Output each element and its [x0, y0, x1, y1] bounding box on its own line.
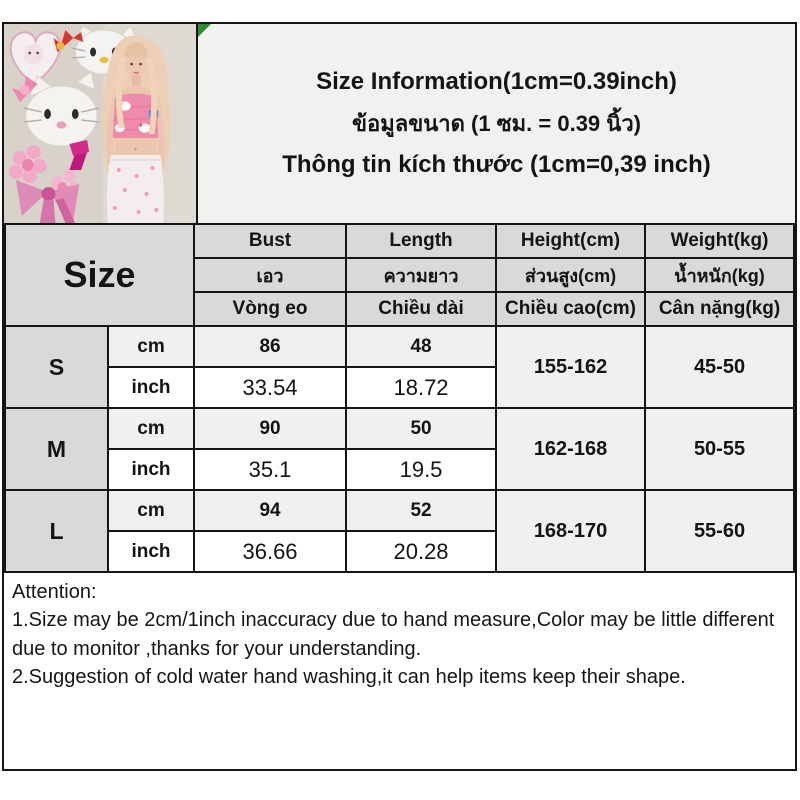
attention-item-1: 1.Size may be 2cm/1inch inaccuracy due t… [12, 609, 775, 660]
header-weight-th: น้ำหนัก(kg) [644, 257, 796, 293]
header-length-vi: Chiều dài [345, 291, 498, 327]
m-weight-range: 50-55 [644, 407, 796, 491]
s-weight-range: 45-50 [644, 325, 796, 409]
s-length-inch: 18.72 [345, 366, 498, 409]
unit-cm-s: cm [106, 325, 196, 368]
m-bust-inch: 35.1 [193, 448, 348, 491]
unit-cm-l: cm [106, 489, 196, 532]
m-bust-cm: 90 [193, 407, 348, 450]
table-row-l-cm: L cm 94 52 168-170 55-60 [4, 489, 796, 573]
size-label-s: S [4, 325, 109, 409]
table-row-s-inch: inch 33.54 18.72 [5, 366, 794, 409]
l-length-cm: 52 [345, 489, 498, 532]
size-label-m: M [4, 407, 109, 491]
unit-inch-l: inch [106, 530, 196, 573]
header-row-thai: เอว ความยาว ส่วนสูง(cm) น้ำหนัก(kg) [5, 257, 796, 293]
table-row-l-inch: inch 36.66 20.28 [5, 530, 794, 573]
attention-item-2: 2.Suggestion of cold water hand washing,… [12, 666, 686, 689]
size-label-l: L [4, 489, 109, 573]
title-thai: ข้อมูลขนาด (1 ซม. = 0.39 นิ้ว) [351, 111, 641, 136]
s-bust-inch: 33.54 [193, 366, 348, 409]
header-height-en: Height(cm) [495, 223, 647, 259]
unit-cm-m: cm [106, 407, 196, 450]
header-bust-th: เอว [193, 257, 348, 293]
header-bust-en: Bust [193, 223, 348, 259]
title-cell: Size Information(1cm=0.39inch) ข้อมูลขนา… [198, 24, 795, 223]
product-photo-illustration [4, 24, 196, 223]
m-length-cm: 50 [345, 407, 498, 450]
s-bust-cm: 86 [193, 325, 348, 368]
cell-corner-marker-icon [198, 24, 211, 37]
size-info-board: Size Information(1cm=0.39inch) ข้อมูลขนา… [2, 22, 797, 771]
header-row-vietnamese: Vòng eo Chiều dài Chiều cao(cm) Cân nặng… [5, 291, 796, 327]
header-height-th: ส่วนสูง(cm) [495, 257, 647, 293]
title-english: Size Information(1cm=0.39inch) [316, 68, 677, 95]
top-row: Size Information(1cm=0.39inch) ข้อมูลขนา… [4, 24, 795, 223]
l-weight-range: 55-60 [644, 489, 796, 573]
header-bust-vi: Vòng eo [193, 291, 348, 327]
header-length-en: Length [345, 223, 498, 259]
header-height-vi: Chiều cao(cm) [495, 291, 647, 327]
title-vietnamese: Thông tin kích thước (1cm=0,39 inch) [282, 151, 711, 178]
attention-note: Attention: 1.Size may be 2cm/1inch inacc… [4, 573, 795, 769]
header-row-english: Size Bust Length Height(cm) Weight(kg) [3, 223, 796, 327]
table-row-s-cm: S cm 86 48 155-162 45-50 [4, 325, 796, 409]
l-bust-cm: 94 [193, 489, 348, 532]
l-bust-inch: 36.66 [193, 530, 348, 573]
size-header-cell: Size [3, 223, 196, 327]
unit-inch-s: inch [106, 366, 196, 409]
table-row-m-inch: inch 35.1 19.5 [5, 448, 794, 491]
product-photo [4, 24, 198, 223]
m-height-range: 162-168 [495, 407, 647, 491]
table-row-m-cm: M cm 90 50 162-168 50-55 [4, 407, 796, 491]
s-length-cm: 48 [345, 325, 498, 368]
l-length-inch: 20.28 [345, 530, 498, 573]
header-weight-en: Weight(kg) [644, 223, 796, 259]
size-table: Size Bust Length Height(cm) Weight(kg) เ… [3, 223, 796, 573]
s-height-range: 155-162 [495, 325, 647, 409]
header-length-th: ความยาว [345, 257, 498, 293]
header-weight-vi: Cân nặng(kg) [644, 291, 796, 327]
unit-inch-m: inch [106, 448, 196, 491]
l-height-range: 168-170 [495, 489, 647, 573]
attention-heading: Attention: [12, 581, 97, 603]
m-length-inch: 19.5 [345, 448, 498, 491]
